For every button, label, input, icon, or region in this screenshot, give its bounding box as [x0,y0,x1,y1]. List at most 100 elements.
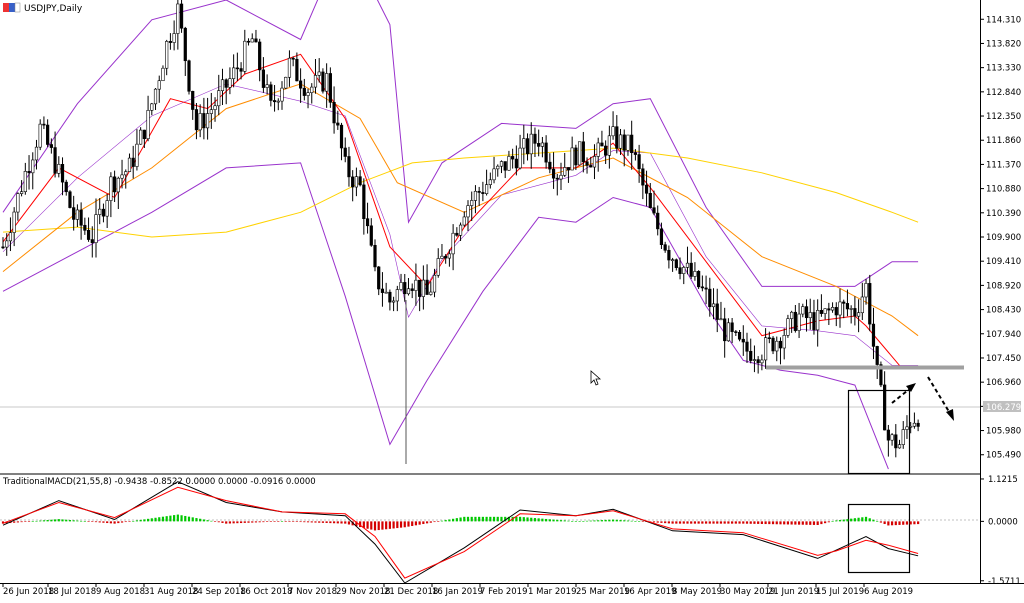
macd-hist-bar [306,521,310,523]
candle-body [886,429,890,441]
macd-hist-bar [667,521,670,524]
candle-body [581,141,585,163]
macd-hist-bar [630,520,633,522]
macd-hist-bar [768,521,771,525]
macd-hist-bar [422,521,425,525]
macd-hist-bar [704,521,708,524]
date-tick-label: 31 Aug 2018 [144,587,198,597]
date-tick-label: 1 Mar 2019 [528,587,576,597]
macd-hist-bar [1,521,5,524]
candle-body [444,255,448,259]
macd-hist-bar [146,518,150,522]
candle-body [113,176,117,193]
date-tick-label: 9 Aug 2018 [96,587,145,597]
candle-body [358,176,362,186]
candle-body [648,192,652,209]
macd-hist-bar [835,520,838,522]
macd-hist-bar [515,516,518,522]
macd-hist-bar [42,520,46,522]
macd-hist-bar [701,521,704,524]
macd-hist-bar [827,521,830,523]
candle-body [298,80,303,89]
candle-body [406,288,411,295]
macd-hist-bar [478,516,481,522]
candle-body [667,249,671,261]
macd-hist-bar [53,519,57,522]
candle-body [120,174,124,179]
macd-hist-bar [507,516,511,522]
macd-hist-bar [288,521,291,522]
candle-body [734,331,738,333]
candle-body [165,41,169,69]
candle-body [168,41,173,43]
candle-body [537,143,541,147]
candle-body [693,271,697,277]
macd-hist-bar [251,521,254,523]
macd-hist-bar [530,517,533,522]
macd-hist-bar [277,521,280,522]
candle-body [224,79,228,88]
macd-hist-bar [686,521,689,524]
candle-body [27,171,31,174]
candle-body [183,27,187,62]
candle-body [644,184,649,194]
date-tick-label: 24 Sep 2018 [192,587,246,597]
candle-body [105,200,109,217]
macd-hist-bar [578,521,581,522]
macd-hist-bar [72,520,75,522]
candle-body [68,191,72,208]
macd-hist-bar [448,519,451,522]
candle-body [856,312,861,317]
macd-hist-bar [678,521,682,524]
candle-body [432,274,437,293]
macd-hist-bar [675,521,678,524]
macd-hist-bar [13,521,16,523]
candle-body [685,262,690,268]
price-axis: 114.310 113.820 113.330 112.840 112.350 111.8… [980,15,1021,461]
date-tick-label: 26 Jun 2018 [3,587,54,597]
candle-body [90,239,94,243]
signal-line [2,486,919,579]
macd-hist-bar [556,519,559,522]
macd-hist-bar [407,521,410,527]
date-tick-label: 29 Nov 2018 [336,587,390,597]
macd-hist-bar [805,521,808,525]
candle-body [276,100,280,103]
macd-hist-bar [905,521,909,525]
candle-body [377,266,381,290]
macd-hist-bar [202,519,205,522]
date-tick-label: 6 Aug 2019 [864,587,913,597]
candle-body [447,253,452,259]
price-tick-label: 109.900 [986,233,1021,243]
macd-hist-bar [158,517,161,522]
macd-hist-bar [489,516,492,522]
macd-hist-bar [857,517,860,522]
date-tick-label: 21 Jun 2019 [768,587,819,597]
candle-body [458,224,463,236]
candle-body [752,359,757,361]
macd-hist-bar [641,521,644,522]
candle-body [139,129,143,145]
current-price-label: 106.279 [986,403,1021,413]
candle-body [317,71,321,76]
macd-hist-bar [362,521,365,528]
macd-hist-bar [898,521,901,525]
candle-body [23,171,27,192]
candle-body [380,288,385,293]
candle-body [150,103,154,111]
macd-highlight-box[interactable] [847,503,911,574]
candle-body [280,87,284,102]
candle-body [124,171,128,176]
candle-body [830,307,835,311]
macd-hist-bar [65,519,68,522]
date-tick-label: 30 May 2019 [720,587,775,597]
candle-body [239,68,243,72]
macd-hist-bar [604,519,607,522]
candle-body [548,161,552,170]
price-highlight-box[interactable] [847,389,911,475]
candle-body [663,244,667,251]
candle-body [220,79,225,91]
candle-body [127,157,132,172]
